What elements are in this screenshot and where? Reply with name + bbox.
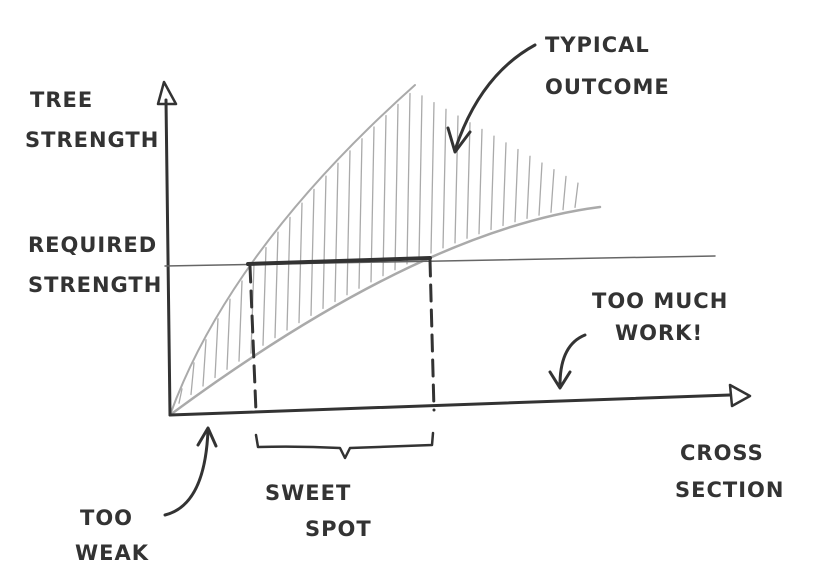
- hatch-line: [322, 175, 327, 309]
- hatch-line: [178, 388, 183, 404]
- label: REQUIRED: [28, 233, 157, 257]
- label: WEAK: [75, 541, 149, 565]
- hatch-line: [286, 216, 291, 331]
- work-arrowhead: [548, 370, 572, 390]
- hatch-line: [346, 150, 351, 296]
- hatch-line: [238, 280, 243, 362]
- typical-arrowhead: [446, 126, 472, 154]
- typical-arrow: [453, 43, 537, 152]
- label: CROSS: [680, 441, 764, 465]
- hatch-line: [406, 92, 411, 265]
- work-arrow: [558, 333, 587, 387]
- hatch-line: [502, 142, 507, 227]
- hatch-line: [526, 155, 531, 219]
- hatch-line: [550, 169, 555, 213]
- label: STRENGTH: [28, 273, 162, 297]
- y-arrow: [156, 80, 178, 106]
- hatch-line: [358, 138, 363, 289]
- label: TREE: [30, 88, 93, 112]
- label: TOO: [80, 506, 133, 530]
- hatch-line: [562, 175, 567, 211]
- label: SPOT: [305, 517, 372, 541]
- hatch-line: [382, 114, 387, 277]
- hatch-line: [334, 162, 339, 303]
- hatch-line: [538, 162, 543, 216]
- hatch-line: [310, 188, 315, 317]
- hatch-line: [442, 108, 447, 249]
- hatch-line: [214, 318, 219, 379]
- hatching: [178, 92, 579, 404]
- hatch-line: [430, 101, 435, 254]
- upper-curve: [169, 84, 416, 416]
- label: OUTCOME: [545, 75, 670, 99]
- hatch-line: [466, 122, 471, 239]
- hatch-line: [274, 231, 279, 339]
- weak-arrowhead: [196, 426, 218, 448]
- label: SECTION: [675, 478, 784, 502]
- brace: [254, 431, 435, 460]
- box-right: [428, 258, 436, 412]
- hatch-line: [574, 182, 579, 209]
- weak-arrow: [163, 428, 210, 517]
- hatch-line: [250, 263, 255, 354]
- x-arrow: [728, 383, 752, 408]
- x-axis: [168, 393, 732, 417]
- hatch-line: [478, 128, 483, 235]
- label: TYPICAL: [545, 33, 650, 57]
- y-axis: [164, 98, 172, 417]
- hatch-line: [418, 95, 423, 259]
- hatch-line: [490, 135, 495, 231]
- label: WORK!: [615, 321, 703, 345]
- label: STRENGTH: [25, 128, 159, 152]
- hatch-line: [394, 103, 399, 271]
- label: TOO MUCH: [592, 289, 728, 313]
- hatch-line: [514, 148, 519, 223]
- hatch-line: [202, 339, 207, 387]
- box-left: [248, 264, 258, 414]
- hatch-line: [370, 126, 375, 283]
- label: SWEET: [265, 481, 351, 505]
- hatch-line: [190, 362, 195, 396]
- hatch-line: [454, 115, 459, 244]
- box-top: [246, 256, 432, 266]
- hatch-line: [226, 298, 231, 370]
- lower-curve: [168, 205, 602, 417]
